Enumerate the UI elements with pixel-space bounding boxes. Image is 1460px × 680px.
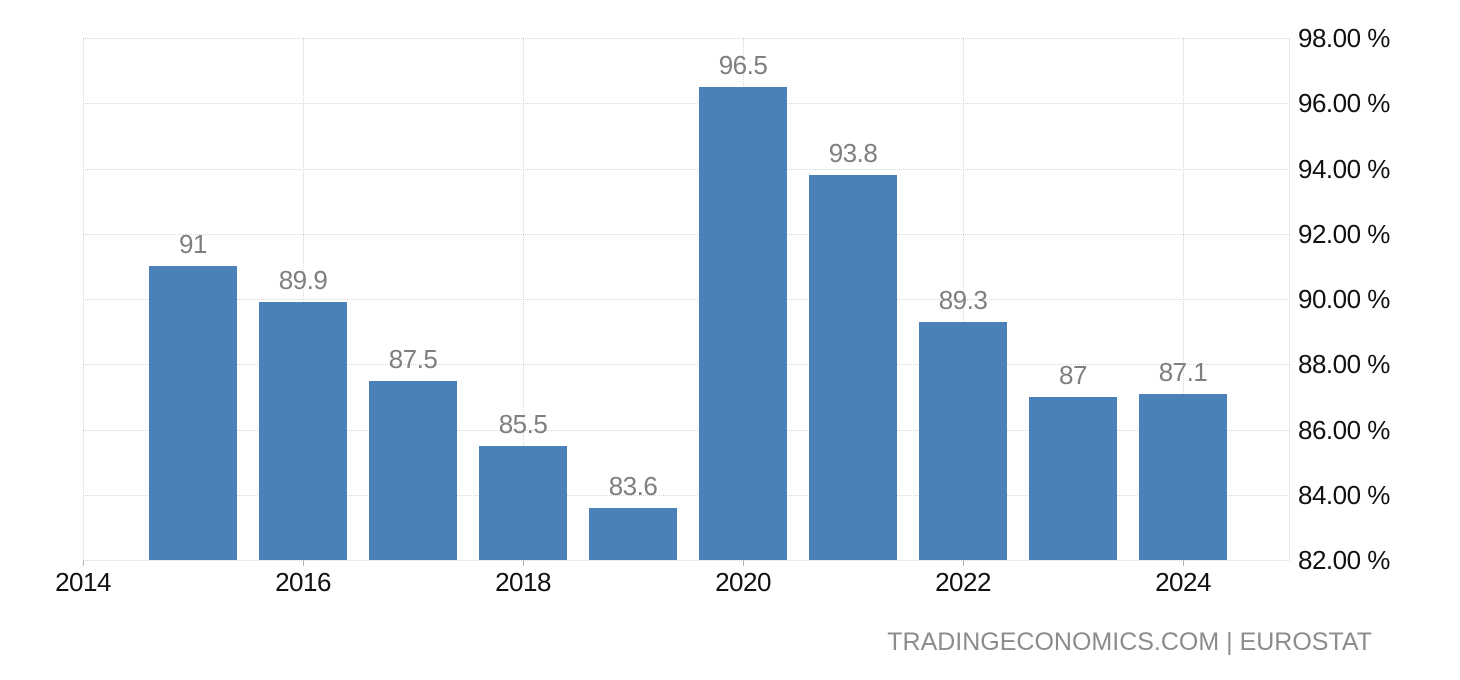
bar-value-label-2024: 87.1 xyxy=(1158,356,1208,387)
gridline-horizontal-98 xyxy=(83,38,1290,39)
bar-value-label-2019: 83.6 xyxy=(608,470,658,501)
y-axis-label-86: 86.00 % xyxy=(1298,414,1390,445)
x-axis-label-2020: 2020 xyxy=(715,567,771,597)
plot-area: 91 89.9 87.5 85.5 83.6 96.5 93.8 89.3 87 87.1 xyxy=(83,38,1290,561)
x-axis-tick-2018 xyxy=(523,560,524,566)
gridline-horizontal-86 xyxy=(83,429,1290,431)
y-axis-label-96: 96.00 % xyxy=(1298,88,1390,119)
x-axis-label-2014: 2014 xyxy=(55,567,111,597)
gridline-vertical-2014 xyxy=(83,38,84,560)
x-axis-label-2018: 2018 xyxy=(495,567,551,597)
bar-2022[interactable] xyxy=(919,321,1007,560)
y-axis-label-90: 90.00 % xyxy=(1298,284,1390,314)
gridline-horizontal-84 xyxy=(83,494,1290,496)
bar-value-label-2021: 93.8 xyxy=(828,138,878,169)
y-axis-label-94: 94.00 % xyxy=(1298,153,1390,184)
y-axis-label-82: 82.00 % xyxy=(1298,545,1390,575)
bar-2020[interactable] xyxy=(699,86,787,560)
bar-2015[interactable] xyxy=(149,266,237,560)
x-axis-label-2024: 2024 xyxy=(1155,567,1211,597)
gridline-horizontal-82 xyxy=(83,560,1290,561)
x-axis-tick-2016 xyxy=(303,560,304,566)
bar-value-label-2018: 85.5 xyxy=(498,408,548,439)
bar-value-label-2023: 87 xyxy=(1059,359,1087,390)
gridline-horizontal-96 xyxy=(83,103,1290,105)
bar-value-label-2015: 91 xyxy=(179,229,207,260)
y-axis-label-84: 84.00 % xyxy=(1298,479,1390,510)
x-axis-tick-2020 xyxy=(743,560,744,566)
bar-value-label-2022: 89.3 xyxy=(938,284,988,315)
bar-2017[interactable] xyxy=(369,380,457,560)
bar-2024[interactable] xyxy=(1139,393,1227,560)
gridline-horizontal-92 xyxy=(83,233,1290,235)
bar-2016[interactable] xyxy=(259,302,347,560)
gridline-vertical-2024 xyxy=(1183,38,1184,560)
bar-value-label-2017: 87.5 xyxy=(388,343,438,374)
gridline-horizontal-88 xyxy=(83,364,1290,366)
attribution: TRADINGECONOMICS.COM | EUROSTAT xyxy=(887,628,1372,656)
x-axis-tick-2024 xyxy=(1183,560,1184,566)
x-axis-label-2016: 2016 xyxy=(275,567,331,597)
bar-value-label-2020: 96.5 xyxy=(718,49,768,80)
bar-2023[interactable] xyxy=(1029,396,1117,560)
gridline-vertical-2018 xyxy=(523,38,524,560)
plot-right-border xyxy=(1289,38,1290,560)
y-axis-label-98: 98.00 % xyxy=(1298,23,1390,53)
gridline-horizontal-90 xyxy=(83,299,1290,300)
x-axis-tick-2014 xyxy=(83,560,84,566)
gridline-vertical-2016 xyxy=(303,38,304,560)
bar-value-label-2016: 89.9 xyxy=(278,265,328,296)
gridline-vertical-2022 xyxy=(963,38,964,560)
bar-2019[interactable] xyxy=(589,507,677,560)
x-axis-label-2022: 2022 xyxy=(935,567,991,597)
gridline-horizontal-94 xyxy=(83,168,1290,170)
x-axis-tick-2022 xyxy=(963,560,964,566)
y-axis-label-92: 92.00 % xyxy=(1298,218,1390,249)
bar-2021[interactable] xyxy=(809,175,897,560)
bar-2018[interactable] xyxy=(479,445,567,560)
y-axis-label-88: 88.00 % xyxy=(1298,349,1390,380)
